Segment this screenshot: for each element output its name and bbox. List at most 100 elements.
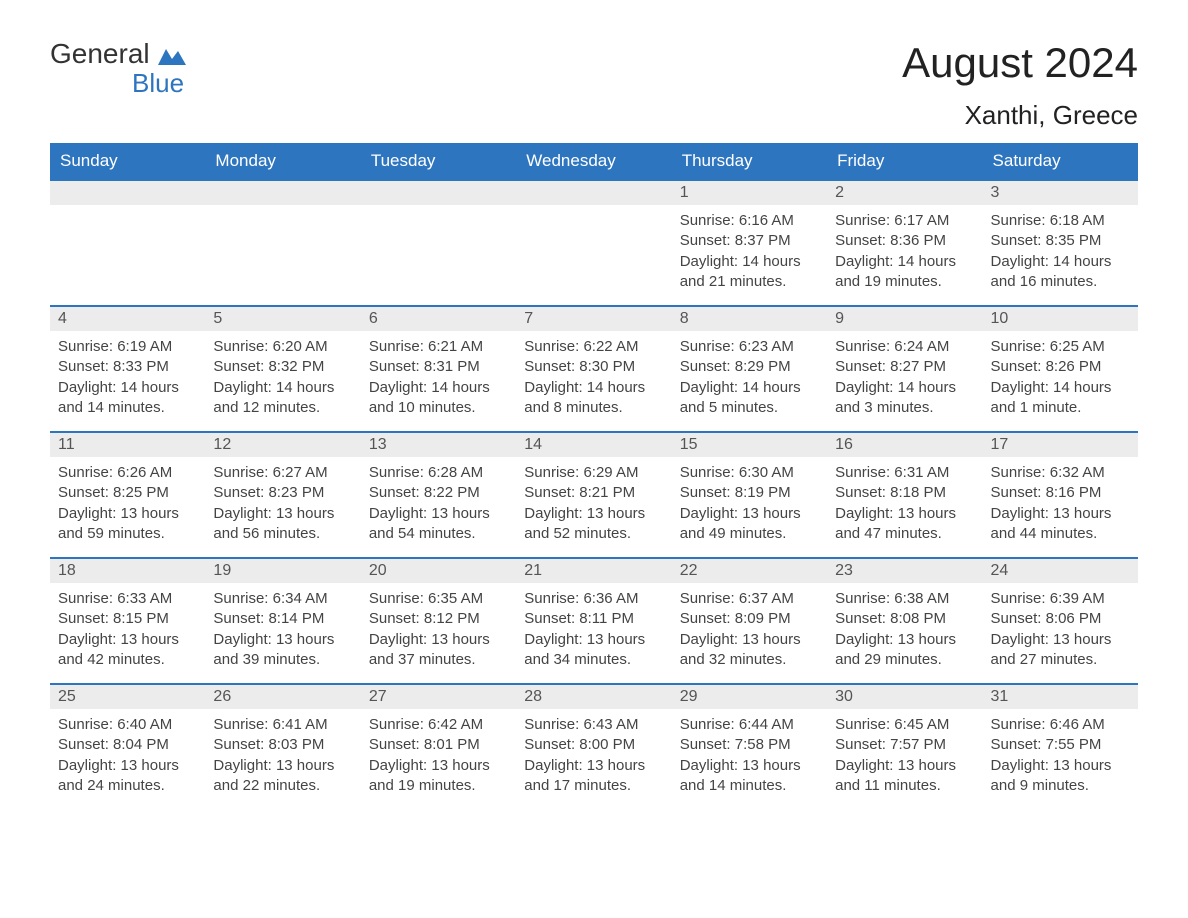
daylight-text: Daylight: 14 hours and 21 minutes. <box>680 252 819 293</box>
day-details: Sunrise: 6:24 AMSunset: 8:27 PMDaylight:… <box>827 331 982 426</box>
sunrise-text: Sunrise: 6:41 AM <box>213 715 352 735</box>
sunset-text: Sunset: 8:11 PM <box>524 609 663 629</box>
sunset-text: Sunset: 8:35 PM <box>991 231 1130 251</box>
day-number: 13 <box>361 433 516 457</box>
sunrise-text: Sunrise: 6:26 AM <box>58 463 197 483</box>
daylight-text: Daylight: 13 hours and 44 minutes. <box>991 504 1130 545</box>
day-cell: 27Sunrise: 6:42 AMSunset: 8:01 PMDayligh… <box>361 684 516 810</box>
day-number: 1 <box>672 181 827 205</box>
sunrise-text: Sunrise: 6:34 AM <box>213 589 352 609</box>
weekday-header: Wednesday <box>516 143 671 180</box>
day-number: 25 <box>50 685 205 709</box>
day-number: 15 <box>672 433 827 457</box>
week-row: 4Sunrise: 6:19 AMSunset: 8:33 PMDaylight… <box>50 306 1138 432</box>
day-number: 4 <box>50 307 205 331</box>
sunrise-text: Sunrise: 6:46 AM <box>991 715 1130 735</box>
sunset-text: Sunset: 8:25 PM <box>58 483 197 503</box>
daylight-text: Daylight: 13 hours and 14 minutes. <box>680 756 819 797</box>
day-cell <box>50 180 205 306</box>
sunset-text: Sunset: 8:32 PM <box>213 357 352 377</box>
daylight-text: Daylight: 13 hours and 49 minutes. <box>680 504 819 545</box>
sunset-text: Sunset: 8:27 PM <box>835 357 974 377</box>
sunset-text: Sunset: 8:09 PM <box>680 609 819 629</box>
sunset-text: Sunset: 8:03 PM <box>213 735 352 755</box>
day-cell: 1Sunrise: 6:16 AMSunset: 8:37 PMDaylight… <box>672 180 827 306</box>
week-row: 1Sunrise: 6:16 AMSunset: 8:37 PMDaylight… <box>50 180 1138 306</box>
sunrise-text: Sunrise: 6:19 AM <box>58 337 197 357</box>
daylight-text: Daylight: 13 hours and 19 minutes. <box>369 756 508 797</box>
day-cell: 25Sunrise: 6:40 AMSunset: 8:04 PMDayligh… <box>50 684 205 810</box>
sunrise-text: Sunrise: 6:24 AM <box>835 337 974 357</box>
sunrise-text: Sunrise: 6:30 AM <box>680 463 819 483</box>
daylight-text: Daylight: 14 hours and 5 minutes. <box>680 378 819 419</box>
week-row: 11Sunrise: 6:26 AMSunset: 8:25 PMDayligh… <box>50 432 1138 558</box>
daylight-text: Daylight: 13 hours and 9 minutes. <box>991 756 1130 797</box>
day-cell: 8Sunrise: 6:23 AMSunset: 8:29 PMDaylight… <box>672 306 827 432</box>
logo-text-top: General <box>50 38 150 69</box>
day-cell <box>361 180 516 306</box>
day-cell: 6Sunrise: 6:21 AMSunset: 8:31 PMDaylight… <box>361 306 516 432</box>
daylight-text: Daylight: 13 hours and 27 minutes. <box>991 630 1130 671</box>
location-label: Xanthi, Greece <box>902 100 1138 131</box>
day-details: Sunrise: 6:42 AMSunset: 8:01 PMDaylight:… <box>361 709 516 804</box>
day-cell <box>205 180 360 306</box>
weekday-header: Tuesday <box>361 143 516 180</box>
day-cell: 14Sunrise: 6:29 AMSunset: 8:21 PMDayligh… <box>516 432 671 558</box>
day-cell: 15Sunrise: 6:30 AMSunset: 8:19 PMDayligh… <box>672 432 827 558</box>
daylight-text: Daylight: 13 hours and 32 minutes. <box>680 630 819 671</box>
header: General Blue August 2024 Xanthi, Greece <box>50 40 1138 131</box>
day-details: Sunrise: 6:37 AMSunset: 8:09 PMDaylight:… <box>672 583 827 678</box>
sunset-text: Sunset: 7:57 PM <box>835 735 974 755</box>
day-number: 6 <box>361 307 516 331</box>
day-cell: 3Sunrise: 6:18 AMSunset: 8:35 PMDaylight… <box>983 180 1138 306</box>
sunset-text: Sunset: 8:26 PM <box>991 357 1130 377</box>
sunset-text: Sunset: 8:04 PM <box>58 735 197 755</box>
sunset-text: Sunset: 8:22 PM <box>369 483 508 503</box>
sunset-text: Sunset: 8:14 PM <box>213 609 352 629</box>
sunset-text: Sunset: 7:55 PM <box>991 735 1130 755</box>
day-cell: 30Sunrise: 6:45 AMSunset: 7:57 PMDayligh… <box>827 684 982 810</box>
day-number: 23 <box>827 559 982 583</box>
day-details: Sunrise: 6:44 AMSunset: 7:58 PMDaylight:… <box>672 709 827 804</box>
day-number: 21 <box>516 559 671 583</box>
day-number: 8 <box>672 307 827 331</box>
day-cell: 10Sunrise: 6:25 AMSunset: 8:26 PMDayligh… <box>983 306 1138 432</box>
day-number-empty <box>516 181 671 205</box>
day-number: 28 <box>516 685 671 709</box>
sunrise-text: Sunrise: 6:38 AM <box>835 589 974 609</box>
sunset-text: Sunset: 8:06 PM <box>991 609 1130 629</box>
sunrise-text: Sunrise: 6:28 AM <box>369 463 508 483</box>
day-cell: 16Sunrise: 6:31 AMSunset: 8:18 PMDayligh… <box>827 432 982 558</box>
sunrise-text: Sunrise: 6:39 AM <box>991 589 1130 609</box>
sunrise-text: Sunrise: 6:29 AM <box>524 463 663 483</box>
day-number: 17 <box>983 433 1138 457</box>
sunrise-text: Sunrise: 6:31 AM <box>835 463 974 483</box>
week-row: 25Sunrise: 6:40 AMSunset: 8:04 PMDayligh… <box>50 684 1138 810</box>
day-cell: 9Sunrise: 6:24 AMSunset: 8:27 PMDaylight… <box>827 306 982 432</box>
daylight-text: Daylight: 14 hours and 19 minutes. <box>835 252 974 293</box>
day-details: Sunrise: 6:23 AMSunset: 8:29 PMDaylight:… <box>672 331 827 426</box>
sunrise-text: Sunrise: 6:33 AM <box>58 589 197 609</box>
daylight-text: Daylight: 13 hours and 59 minutes. <box>58 504 197 545</box>
day-number-empty <box>50 181 205 205</box>
sunrise-text: Sunrise: 6:43 AM <box>524 715 663 735</box>
sunrise-text: Sunrise: 6:45 AM <box>835 715 974 735</box>
day-details: Sunrise: 6:29 AMSunset: 8:21 PMDaylight:… <box>516 457 671 552</box>
day-cell: 12Sunrise: 6:27 AMSunset: 8:23 PMDayligh… <box>205 432 360 558</box>
daylight-text: Daylight: 13 hours and 54 minutes. <box>369 504 508 545</box>
day-details: Sunrise: 6:40 AMSunset: 8:04 PMDaylight:… <box>50 709 205 804</box>
day-cell: 23Sunrise: 6:38 AMSunset: 8:08 PMDayligh… <box>827 558 982 684</box>
day-cell: 17Sunrise: 6:32 AMSunset: 8:16 PMDayligh… <box>983 432 1138 558</box>
day-number: 12 <box>205 433 360 457</box>
weekday-header-row: Sunday Monday Tuesday Wednesday Thursday… <box>50 143 1138 180</box>
sunrise-text: Sunrise: 6:36 AM <box>524 589 663 609</box>
sunset-text: Sunset: 7:58 PM <box>680 735 819 755</box>
sunset-text: Sunset: 8:30 PM <box>524 357 663 377</box>
day-cell <box>516 180 671 306</box>
day-number: 11 <box>50 433 205 457</box>
day-number: 22 <box>672 559 827 583</box>
daylight-text: Daylight: 13 hours and 47 minutes. <box>835 504 974 545</box>
day-number: 27 <box>361 685 516 709</box>
daylight-text: Daylight: 13 hours and 52 minutes. <box>524 504 663 545</box>
sunrise-text: Sunrise: 6:16 AM <box>680 211 819 231</box>
